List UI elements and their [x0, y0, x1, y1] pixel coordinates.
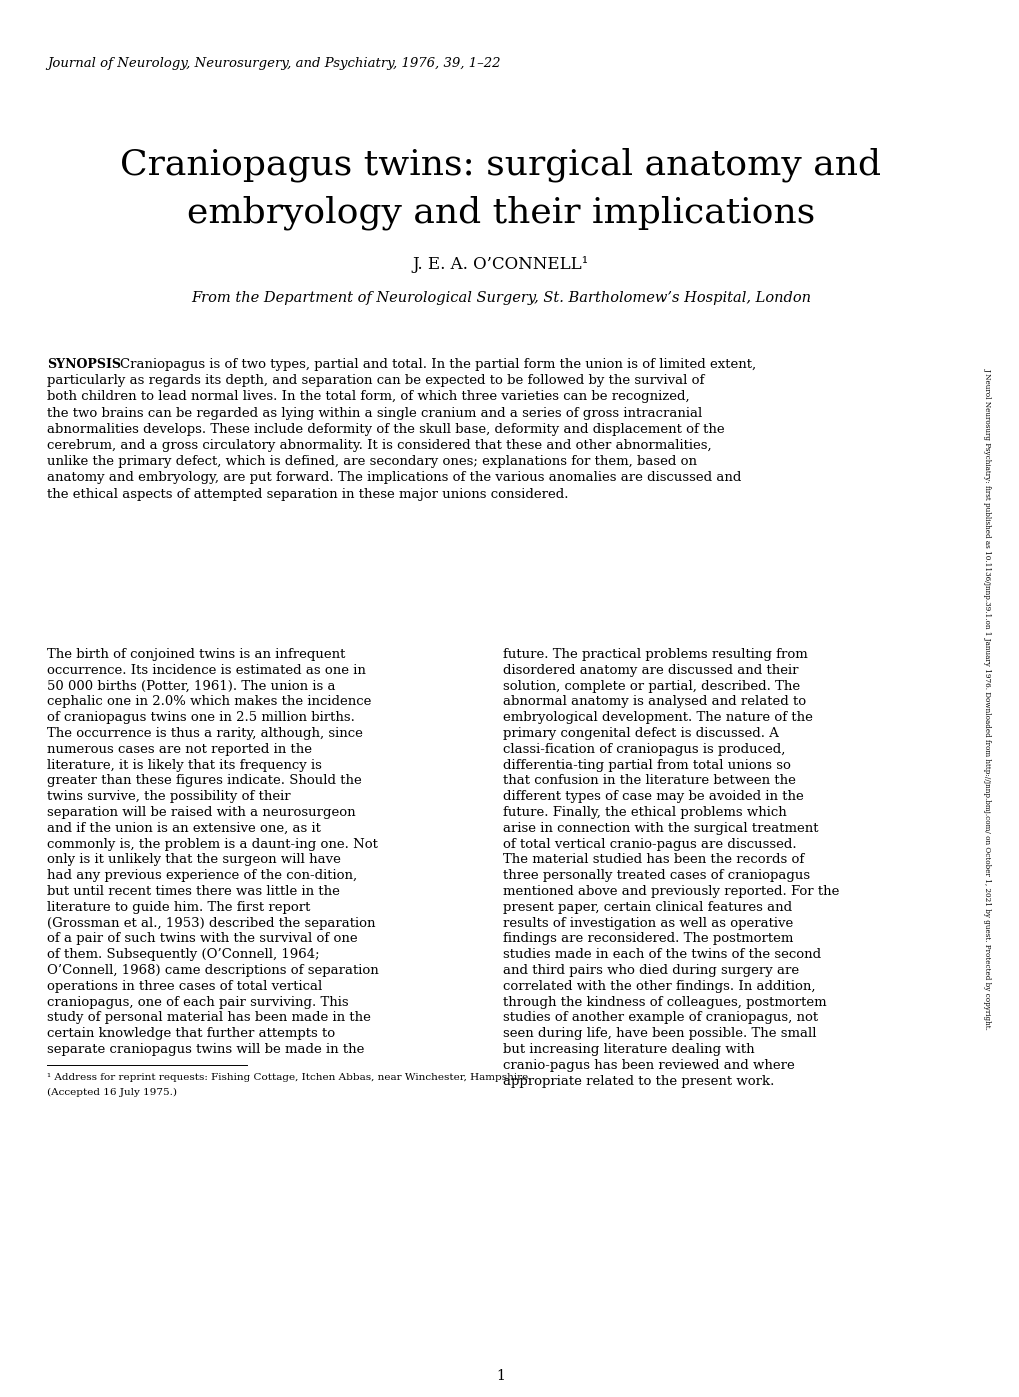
Text: seen during life, have been possible. The small: seen during life, have been possible. Th…	[502, 1027, 815, 1041]
Text: O’Connell, 1968) came descriptions of separation: O’Connell, 1968) came descriptions of se…	[47, 964, 378, 977]
Text: present paper, certain clinical features and: present paper, certain clinical features…	[502, 901, 792, 914]
Text: solution, complete or partial, described. The: solution, complete or partial, described…	[502, 679, 799, 693]
Text: cerebrum, and a gross circulatory abnormality. It is considered that these and o: cerebrum, and a gross circulatory abnorm…	[47, 439, 711, 453]
Text: but increasing literature dealing with: but increasing literature dealing with	[502, 1044, 754, 1056]
Text: primary congenital defect is discussed. A: primary congenital defect is discussed. …	[502, 726, 779, 740]
Text: of them. Subsequently (O’Connell, 1964;: of them. Subsequently (O’Connell, 1964;	[47, 949, 319, 961]
Text: differentia-ting partial from total unions so: differentia-ting partial from total unio…	[502, 759, 790, 771]
Text: J Neurol Neurosurg Psychiatry: first published as 10.1136/jnnp.39.1.on 1 January: J Neurol Neurosurg Psychiatry: first pub…	[983, 367, 991, 1030]
Text: greater than these figures indicate. Should the: greater than these figures indicate. Sho…	[47, 774, 362, 788]
Text: commonly is, the problem is a daunt-ing one. Not: commonly is, the problem is a daunt-ing …	[47, 838, 377, 851]
Text: the ethical aspects of attempted separation in these major unions considered.: the ethical aspects of attempted separat…	[47, 488, 568, 500]
Text: of total vertical cranio-pagus are discussed.: of total vertical cranio-pagus are discu…	[502, 838, 796, 851]
Text: literature to guide him. The first report: literature to guide him. The first repor…	[47, 901, 310, 914]
Text: of craniopagus twins one in 2.5 million births.: of craniopagus twins one in 2.5 million …	[47, 711, 355, 724]
Text: J. E. A. O’CONNELL¹: J. E. A. O’CONNELL¹	[413, 256, 589, 272]
Text: both children to lead normal lives. In the total form, of which three varieties : both children to lead normal lives. In t…	[47, 390, 689, 404]
Text: anatomy and embryology, are put forward. The implications of the various anomali: anatomy and embryology, are put forward.…	[47, 471, 741, 485]
Text: (Accepted 16 July 1975.): (Accepted 16 July 1975.)	[47, 1088, 177, 1097]
Text: findings are reconsidered. The postmortem: findings are reconsidered. The postmorte…	[502, 932, 793, 946]
Text: twins survive, the possibility of their: twins survive, the possibility of their	[47, 791, 290, 803]
Text: Craniopagus twins: surgical anatomy and: Craniopagus twins: surgical anatomy and	[120, 148, 880, 183]
Text: 50 000 births (Potter, 1961). The union is a: 50 000 births (Potter, 1961). The union …	[47, 679, 335, 693]
Text: appropriate related to the present work.: appropriate related to the present work.	[502, 1074, 773, 1088]
Text: only is it unlikely that the surgeon will have: only is it unlikely that the surgeon wil…	[47, 854, 340, 866]
Text: through the kindness of colleagues, postmortem: through the kindness of colleagues, post…	[502, 996, 825, 1009]
Text: but until recent times there was little in the: but until recent times there was little …	[47, 886, 339, 898]
Text: (Grossman et al., 1953) described the separation: (Grossman et al., 1953) described the se…	[47, 916, 375, 929]
Text: mentioned above and previously reported. For the: mentioned above and previously reported.…	[502, 886, 839, 898]
Text: literature, it is likely that its frequency is: literature, it is likely that its freque…	[47, 759, 322, 771]
Text: future. Finally, the ethical problems which: future. Finally, the ethical problems wh…	[502, 806, 786, 819]
Text: craniopagus, one of each pair surviving. This: craniopagus, one of each pair surviving.…	[47, 996, 348, 1009]
Text: that confusion in the literature between the: that confusion in the literature between…	[502, 774, 795, 788]
Text: 1: 1	[496, 1369, 505, 1383]
Text: classi-fication of craniopagus is produced,: classi-fication of craniopagus is produc…	[502, 743, 785, 756]
Text: ¹ Address for reprint requests: Fishing Cottage, Itchen Abbas, near Winchester, : ¹ Address for reprint requests: Fishing …	[47, 1073, 531, 1081]
Text: particularly as regards its depth, and separation can be expected to be followed: particularly as regards its depth, and s…	[47, 374, 704, 387]
Text: separate craniopagus twins will be made in the: separate craniopagus twins will be made …	[47, 1044, 364, 1056]
Text: occurrence. Its incidence is estimated as one in: occurrence. Its incidence is estimated a…	[47, 664, 366, 676]
Text: different types of case may be avoided in the: different types of case may be avoided i…	[502, 791, 803, 803]
Text: The material studied has been the records of: The material studied has been the record…	[502, 854, 803, 866]
Text: The birth of conjoined twins is an infrequent: The birth of conjoined twins is an infre…	[47, 648, 345, 661]
Text: of a pair of such twins with the survival of one: of a pair of such twins with the surviva…	[47, 932, 358, 946]
Text: operations in three cases of total vertical: operations in three cases of total verti…	[47, 979, 322, 993]
Text: embryology and their implications: embryology and their implications	[186, 196, 814, 231]
Text: studies made in each of the twins of the second: studies made in each of the twins of the…	[502, 949, 820, 961]
Text: certain knowledge that further attempts to: certain knowledge that further attempts …	[47, 1027, 335, 1041]
Text: study of personal material has been made in the: study of personal material has been made…	[47, 1011, 371, 1024]
Text: Craniopagus is of two types, partial and total. In the partial form the union is: Craniopagus is of two types, partial and…	[120, 358, 755, 372]
Text: cranio-pagus has been reviewed and where: cranio-pagus has been reviewed and where	[502, 1059, 794, 1071]
Text: three personally treated cases of craniopagus: three personally treated cases of cranio…	[502, 869, 809, 882]
Text: abnormal anatomy is analysed and related to: abnormal anatomy is analysed and related…	[502, 696, 805, 708]
Text: arise in connection with the surgical treatment: arise in connection with the surgical tr…	[502, 821, 817, 835]
Text: Journal of Neurology, Neurosurgery, and Psychiatry, 1976, 39, 1–22: Journal of Neurology, Neurosurgery, and …	[47, 57, 500, 70]
Text: future. The practical problems resulting from: future. The practical problems resulting…	[502, 648, 807, 661]
Text: correlated with the other findings. In addition,: correlated with the other findings. In a…	[502, 979, 815, 993]
Text: the two brains can be regarded as lying within a single cranium and a series of : the two brains can be regarded as lying …	[47, 407, 701, 419]
Text: From the Department of Neurological Surgery, St. Bartholomew’s Hospital, London: From the Department of Neurological Surg…	[191, 291, 810, 305]
Text: disordered anatomy are discussed and their: disordered anatomy are discussed and the…	[502, 664, 798, 676]
Text: numerous cases are not reported in the: numerous cases are not reported in the	[47, 743, 312, 756]
Text: and third pairs who died during surgery are: and third pairs who died during surgery …	[502, 964, 798, 977]
Text: embryological development. The nature of the: embryological development. The nature of…	[502, 711, 812, 724]
Text: unlike the primary defect, which is defined, are secondary ones; explanations fo: unlike the primary defect, which is defi…	[47, 455, 696, 468]
Text: abnormalities develops. These include deformity of the skull base, deformity and: abnormalities develops. These include de…	[47, 423, 723, 436]
Text: The occurrence is thus a rarity, although, since: The occurrence is thus a rarity, althoug…	[47, 726, 363, 740]
Text: SYNOPSIS: SYNOPSIS	[47, 358, 121, 372]
Text: results of investigation as well as operative: results of investigation as well as oper…	[502, 916, 793, 929]
Text: and if the union is an extensive one, as it: and if the union is an extensive one, as…	[47, 821, 321, 835]
Text: separation will be raised with a neurosurgeon: separation will be raised with a neurosu…	[47, 806, 356, 819]
Text: cephalic one in 2.0% which makes the incidence: cephalic one in 2.0% which makes the inc…	[47, 696, 371, 708]
Text: studies of another example of craniopagus, not: studies of another example of craniopagu…	[502, 1011, 817, 1024]
Text: had any previous experience of the con-dition,: had any previous experience of the con-d…	[47, 869, 357, 882]
